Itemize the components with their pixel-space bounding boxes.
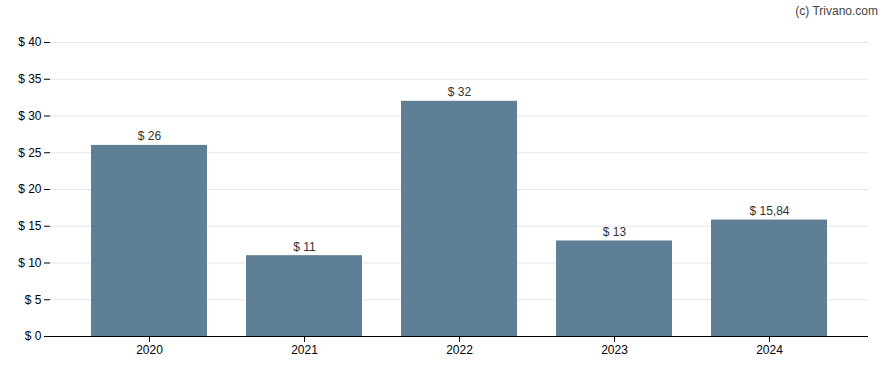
svg-text:$ 26: $ 26 [138, 129, 162, 143]
svg-text:2020: 2020 [136, 343, 163, 357]
svg-text:2022: 2022 [446, 343, 473, 357]
svg-text:$ 15,84: $ 15,84 [749, 204, 789, 218]
svg-text:$ 5: $ 5 [25, 293, 42, 307]
svg-text:2021: 2021 [291, 343, 318, 357]
svg-text:$ 30: $ 30 [18, 109, 42, 123]
svg-text:2023: 2023 [601, 343, 628, 357]
svg-text:$ 0: $ 0 [25, 329, 42, 343]
svg-text:$ 13: $ 13 [603, 225, 627, 239]
html-text:(c) Trivano.com: (c) Trivano.com [795, 4, 878, 18]
svg-text:$ 11: $ 11 [293, 240, 316, 254]
svg-text:$ 15: $ 15 [18, 219, 42, 233]
svg-text:$ 35: $ 35 [18, 72, 42, 86]
svg-text:$ 20: $ 20 [18, 182, 42, 196]
svg-text:$ 25: $ 25 [18, 146, 42, 160]
svg-text:2024: 2024 [756, 343, 783, 357]
svg-text:$ 10: $ 10 [18, 256, 42, 270]
svg-text:$ 40: $ 40 [18, 35, 42, 49]
svg-text:$ 32: $ 32 [448, 85, 472, 99]
